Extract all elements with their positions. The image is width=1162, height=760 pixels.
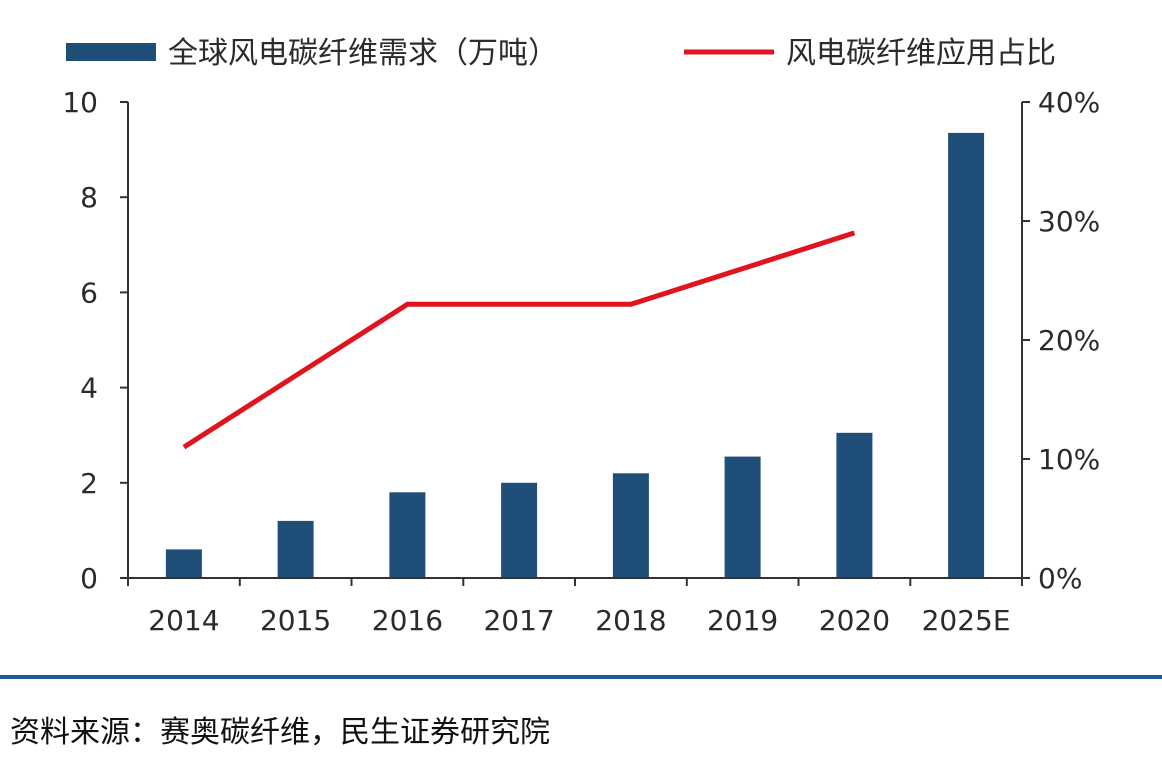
x-tick-label: 2018 [595, 604, 666, 637]
bar-2019 [724, 456, 761, 578]
bar-2017 [501, 482, 538, 578]
share-line [182, 230, 856, 450]
x-tick-label: 2020 [819, 604, 890, 637]
y-right-tick-label: 10% [1038, 443, 1100, 476]
bar-series [165, 132, 985, 578]
legend: 全球风电碳纤维需求（万吨） 风电碳纤维应用占比 [66, 36, 1056, 71]
x-tick-label: 2025E [922, 604, 1011, 637]
y-left-tick-label: 8 [80, 181, 98, 214]
legend-swatch-demand [66, 43, 156, 61]
y-right-tick-label: 20% [1038, 324, 1100, 357]
tick-labels: 0 2 4 6 8 10 0% 10% 20% 30% 40% 2014 2015 2016 2017 201… [62, 86, 1100, 637]
x-tick-label: 2014 [148, 604, 219, 637]
y-left-tick-label: 6 [80, 276, 98, 309]
y-right-tick-label: 0% [1038, 562, 1082, 595]
legend-label-demand: 全球风电碳纤维需求（万吨） [168, 36, 558, 71]
bar-2015 [277, 520, 314, 578]
y-left-tick-label: 0 [80, 562, 98, 595]
y-right-tick-label: 40% [1038, 86, 1100, 119]
bar-2014 [165, 549, 202, 578]
line-series [182, 230, 856, 450]
bar-2016 [389, 492, 426, 578]
y-left-tick-label: 10 [62, 86, 98, 119]
source-note: 资料来源：赛奥碳纤维，民生证券研究院 [10, 715, 550, 750]
axes [120, 101, 1030, 586]
x-tick-label: 2017 [483, 604, 554, 637]
x-tick-label: 2019 [707, 604, 778, 637]
legend-label-share: 风电碳纤维应用占比 [786, 36, 1056, 71]
bar-2020 [836, 432, 873, 578]
x-tick-label: 2015 [260, 604, 331, 637]
y-left-tick-label: 2 [80, 467, 98, 500]
bar-2025E [948, 132, 985, 578]
x-tick-label: 2016 [372, 604, 443, 637]
y-left-tick-label: 4 [80, 372, 98, 405]
bar-2018 [612, 473, 649, 578]
y-right-tick-label: 30% [1038, 205, 1100, 238]
